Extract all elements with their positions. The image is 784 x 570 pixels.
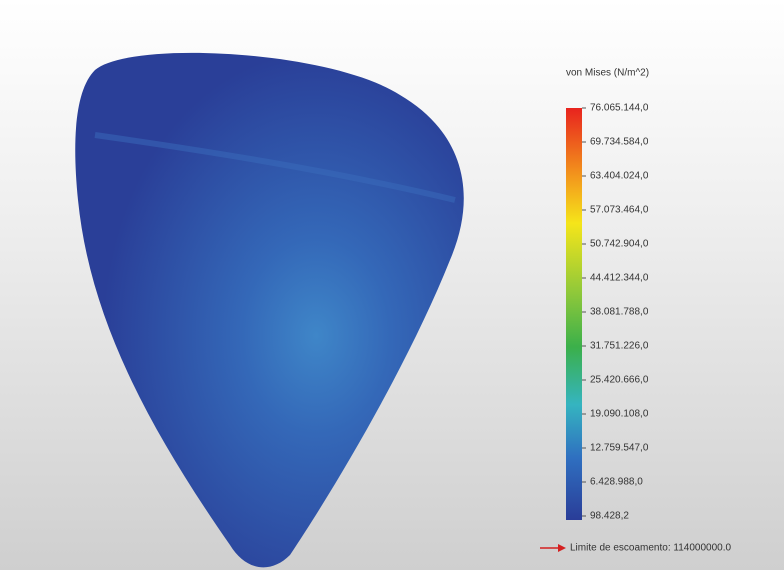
yield-limit: Limite de escoamento: 114000000.0 — [570, 543, 731, 554]
scale-label: 69.734.584,0 — [590, 137, 649, 148]
scale-label: 98.428,2 — [590, 511, 629, 522]
stress-plot-view: von Mises (N/m^2) 76.065.144,0 69.734.584… — [0, 0, 784, 570]
scale-label: 6.428.988,0 — [590, 477, 643, 488]
scale-label: 44.412.344,0 — [590, 273, 649, 284]
scale-label: 25.420.666,0 — [590, 375, 649, 386]
scale-label: 12.759.547,0 — [590, 443, 649, 454]
color-scale — [566, 108, 582, 520]
scale-label: 31.751.226,0 — [590, 341, 649, 352]
scale-label: 19.090.108,0 — [590, 409, 649, 420]
scale-label: 38.081.788,0 — [590, 307, 649, 318]
scale-label: 76.065.144,0 — [590, 103, 649, 114]
scale-label: 50.742.904,0 — [590, 239, 649, 250]
legend-title: von Mises (N/m^2) — [566, 68, 649, 79]
scale-label: 57.073.464,0 — [590, 205, 649, 216]
scale-label: 63.404.024,0 — [590, 171, 649, 182]
